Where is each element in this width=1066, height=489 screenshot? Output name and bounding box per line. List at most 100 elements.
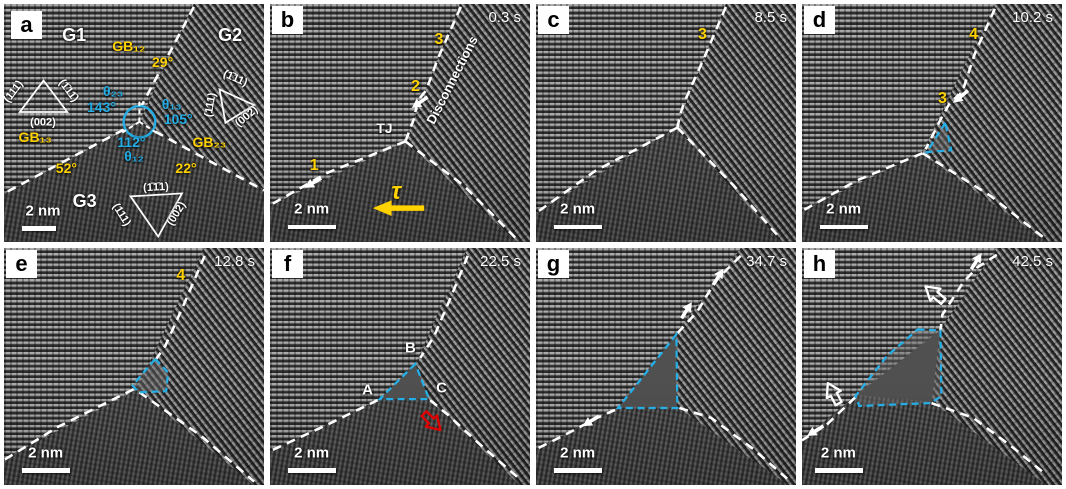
migration-arrow-bottom-left xyxy=(807,423,825,436)
panel-f: f 22.5 s B A C 2 nm xyxy=(270,247,530,485)
gb23-dashed-line xyxy=(676,126,783,241)
scale-bar xyxy=(288,224,337,230)
gb12-dashed-line xyxy=(675,254,742,335)
panel-letter-text: g xyxy=(546,250,561,276)
theta23-value: 143° xyxy=(87,99,116,116)
vertex-a-label: A xyxy=(362,381,373,399)
migration-arrow-top-outer xyxy=(711,268,724,286)
scale-bar xyxy=(815,468,864,473)
vertex-b-label: B xyxy=(404,339,416,357)
panel-letter: e xyxy=(6,249,37,278)
timestamp: 22.5 s xyxy=(480,252,521,270)
gb23-angle: 22° xyxy=(175,159,197,176)
timestamp: 42.5 s xyxy=(1012,252,1053,270)
gb13-label: GB₁₃ xyxy=(18,129,52,145)
panel-a-overlay xyxy=(4,6,264,239)
scale-bar xyxy=(22,468,71,473)
timestamp: 0.3 s xyxy=(488,9,521,26)
scale-bar xyxy=(820,224,869,230)
tj-label: TJ xyxy=(376,119,393,136)
gb12-angle: 29° xyxy=(152,54,174,71)
gb12-dashed-line xyxy=(939,253,998,331)
gb13-dashed-line xyxy=(270,398,379,452)
scale-bar-label: 2 nm xyxy=(28,444,64,462)
migration-arrow-bottom-left xyxy=(582,414,600,426)
disconnection-2-label: 2 xyxy=(411,78,421,96)
disconnection-arrow-1 xyxy=(304,176,323,188)
panel-c-overlay xyxy=(536,6,783,241)
g3-plane-top: (1̄1̄1) xyxy=(142,180,170,195)
g2-orientation-triangle xyxy=(218,87,256,125)
grain-label-g3: G3 xyxy=(72,191,97,212)
panel-letter-text: c xyxy=(547,7,560,32)
scale-bar xyxy=(288,468,337,473)
panel-g-overlay xyxy=(536,254,788,480)
gb23-dashed-line xyxy=(154,130,264,192)
panel-b-overlay xyxy=(270,6,519,241)
new-grain-outline xyxy=(131,356,170,393)
tj-stub-right xyxy=(138,120,160,136)
gb13-angle: 52° xyxy=(55,159,77,176)
scale-bar-label: 2 nm xyxy=(820,444,856,462)
panel-letter: f xyxy=(272,249,303,278)
g1-orientation-triangle xyxy=(18,79,70,113)
panel-letter: h xyxy=(804,249,835,278)
panel-letter: b xyxy=(272,6,303,34)
disconnection-3-label: 3 xyxy=(937,90,947,107)
scale-bar-label: 2 nm xyxy=(294,200,330,218)
migration-arrow-top xyxy=(969,252,982,270)
panel-f-overlay xyxy=(270,254,520,480)
gb23-dashed-line xyxy=(931,401,1047,476)
gb13-dashed-line xyxy=(802,151,924,213)
panel-e-overlay xyxy=(4,254,255,483)
panel-letter-text: a xyxy=(20,12,33,37)
scale-bar xyxy=(554,224,603,230)
gb12-dashed-line xyxy=(419,254,469,359)
scale-bar-label: 2 nm xyxy=(826,200,862,218)
panel-d: d 10.2 s 4 3 2 nm xyxy=(802,4,1062,242)
scale-bar-label: 2 nm xyxy=(560,200,596,218)
theta12-value: 112° xyxy=(117,133,146,150)
panel-b: b 0.3 s 3 2 1 TJ Disconnections τ 2 nm xyxy=(270,4,530,242)
panel-letter-text: h xyxy=(812,250,827,276)
scale-bar-label: 2 nm xyxy=(25,202,61,220)
disconnection-3-label: 3 xyxy=(697,25,707,43)
panel-letter-text: e xyxy=(15,250,28,276)
panel-letter: c xyxy=(538,6,569,34)
disconnection-1-label: 1 xyxy=(309,156,319,174)
theta13-label: θ₁₃ xyxy=(161,95,182,112)
panel-h: h 42.5 s 2 nm xyxy=(802,247,1062,485)
panel-letter-text: f xyxy=(283,250,292,276)
gb13-dashed-line xyxy=(270,140,406,207)
tj-stub-left xyxy=(120,120,140,135)
gb12-dashed-line xyxy=(924,8,996,150)
theta12-label: θ₁₂ xyxy=(124,148,144,164)
panel-c: c 8.5 s 3 2 nm xyxy=(536,4,796,242)
gb13-dashed-line xyxy=(536,408,616,450)
gb12-dashed-line xyxy=(404,6,462,142)
panel-d-overlay xyxy=(802,8,1047,241)
grain-label-g1: G1 xyxy=(62,24,87,45)
disconnection-4-label: 4 xyxy=(176,267,186,284)
gb23-dashed-line xyxy=(921,152,1047,241)
panel-letter: g xyxy=(538,249,569,278)
timestamp: 12.8 s xyxy=(214,252,255,270)
panel-a: a G1 G2 G3 GB₁₂ 29° GB₁₃ 52° GB₂₃ 22° θ₂… xyxy=(4,4,264,242)
panel-letter-text: d xyxy=(812,7,827,32)
new-grain-outline xyxy=(854,327,943,407)
panel-letter-text: b xyxy=(280,7,295,32)
gb23-dashed-line xyxy=(138,390,255,483)
gb12-dashed-line xyxy=(676,6,727,128)
panel-letter: d xyxy=(804,6,835,34)
panel-g: g 34.7 s 2 nm xyxy=(536,247,796,485)
gb23-label: GB₂₃ xyxy=(192,133,227,150)
grain-label-g2: G2 xyxy=(218,24,243,45)
disconnection-3-label: 3 xyxy=(434,30,444,48)
gb23-dashed-line xyxy=(678,406,788,480)
scale-bar-label: 2 nm xyxy=(294,444,330,462)
disconnection-arrow-2 xyxy=(411,95,429,109)
disconnection-4-label: 4 xyxy=(969,25,979,43)
scale-bar-label: 2 nm xyxy=(560,444,596,462)
panel-letter: a xyxy=(11,11,42,39)
